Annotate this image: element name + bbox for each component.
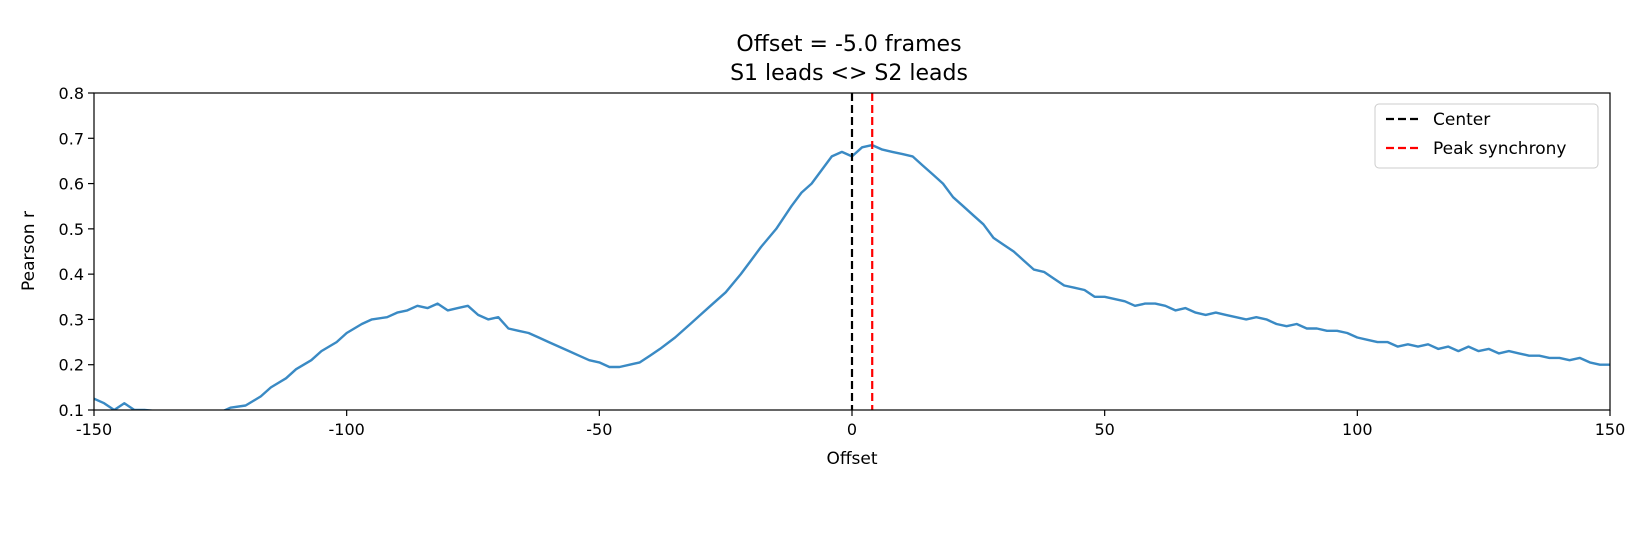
legend-center-label: Center xyxy=(1433,110,1490,130)
x-tick-label: -50 xyxy=(586,420,612,439)
y-tick-label: 0.7 xyxy=(59,129,84,148)
chart-title: Offset = -5.0 frames xyxy=(736,32,961,57)
x-tick-label: -100 xyxy=(329,420,365,439)
plot-frame xyxy=(93,92,1611,411)
series-line-0 xyxy=(94,143,1610,410)
legend-box xyxy=(1374,103,1599,169)
y-tick-label: 0.1 xyxy=(59,401,84,420)
y-axis-label: Pearson r xyxy=(19,211,39,291)
y-tick-label: 0.5 xyxy=(59,220,84,239)
chart-subtitle: S1 leads <> S2 leads xyxy=(730,61,968,86)
y-tick-label: 0.3 xyxy=(59,310,84,329)
x-tick-label: 50 xyxy=(1094,420,1114,439)
y-tick-label: 0.8 xyxy=(59,84,84,103)
x-tick-label: 100 xyxy=(1342,420,1373,439)
y-tick-label: 0.6 xyxy=(59,175,84,194)
x-tick-label: 0 xyxy=(847,420,857,439)
plot-area xyxy=(94,93,1610,410)
legend-peak-label: Peak synchrony xyxy=(1433,139,1566,159)
x-tick-label: 150 xyxy=(1595,420,1626,439)
x-tick-label: -150 xyxy=(76,420,112,439)
y-tick-label: 0.4 xyxy=(59,265,84,284)
x-axis-label: Offset xyxy=(826,449,877,469)
y-tick-label: 0.2 xyxy=(59,356,84,375)
x-axis: -150 -100 -50 0 50 100 150 xyxy=(76,410,1625,439)
legend: Center Peak synchrony xyxy=(1374,103,1599,169)
y-axis: 0.1 0.2 0.3 0.4 0.5 0.6 0.7 0.8 xyxy=(59,84,94,420)
